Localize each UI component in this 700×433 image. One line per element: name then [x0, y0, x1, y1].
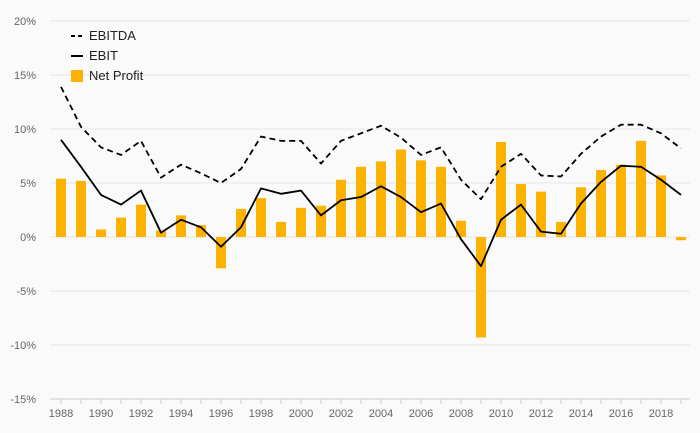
net-profit-bar	[676, 237, 686, 241]
net-profit-bar	[116, 217, 126, 237]
ebitda-line	[60, 86, 682, 201]
legend-label: EBITDA	[89, 28, 136, 43]
net-profit-bar	[516, 184, 526, 237]
net-profit-bar	[256, 198, 266, 237]
x-tick-label: 1990	[89, 408, 113, 420]
net-profit-bar	[216, 237, 226, 269]
net-profit-bar	[376, 161, 386, 237]
x-tick-label: 2014	[569, 408, 593, 420]
y-tick-label: -5%	[16, 286, 36, 298]
net-profit-bars	[56, 140, 686, 338]
y-tick-label: 10%	[14, 124, 36, 136]
net-profit-bar	[596, 170, 606, 237]
net-profit-bar	[316, 205, 326, 237]
net-profit-bar	[296, 207, 306, 237]
x-tick-label: 2006	[409, 408, 433, 420]
x-tick-label: 1994	[169, 408, 193, 420]
x-tick-label: 2016	[609, 408, 633, 420]
x-tick-label: 2012	[529, 408, 553, 420]
x-tick-label: 2000	[289, 408, 313, 420]
legend: EBITDA EBIT Net Profit	[71, 28, 144, 83]
y-tick-label: 20%	[14, 16, 36, 28]
legend-label: Net Profit	[89, 68, 144, 83]
net-profit-bar	[136, 204, 146, 237]
y-tick-label: -15%	[10, 394, 36, 406]
net-profit-bar	[416, 160, 426, 237]
line-series	[60, 86, 682, 268]
y-tick-label: 5%	[20, 178, 36, 190]
y-tick-label: 0%	[20, 232, 36, 244]
net-profit-bar	[636, 140, 646, 237]
x-tick-label: 1996	[209, 408, 233, 420]
y-axis-labels: -15% -10% -5% 0% 5% 10% 15% 20%	[10, 16, 36, 406]
x-tick-label: 1992	[129, 408, 153, 420]
x-axis: 1988 1990 1992 1994 1996 1998 2000 2002 2004 2006…	[49, 398, 690, 420]
legend-label: EBIT	[89, 48, 118, 63]
net-profit-bar	[476, 237, 486, 338]
net-profit-bar	[576, 187, 586, 237]
y-tick-label: -10%	[10, 340, 36, 352]
net-profit-bar	[436, 166, 446, 237]
net-profit-bar	[396, 149, 406, 237]
ebit-line	[60, 139, 682, 268]
x-tick-label: 2008	[449, 408, 473, 420]
net-profit-bar	[496, 141, 506, 237]
net-profit-bar	[276, 221, 286, 237]
net-profit-bar	[176, 215, 186, 237]
net-profit-bar	[236, 208, 246, 237]
net-profit-bar	[616, 164, 626, 237]
net-profit-bar	[76, 180, 86, 237]
net-profit-bar	[196, 225, 206, 237]
x-tick-label: 2004	[369, 408, 393, 420]
net-profit-bar	[156, 230, 166, 237]
net-profit-bar	[536, 191, 546, 237]
net-profit-bar	[656, 175, 666, 237]
net-profit-bar	[556, 221, 566, 237]
net-profit-bar	[456, 220, 466, 237]
legend-swatch-net-profit	[71, 70, 83, 82]
net-profit-bar	[96, 229, 106, 237]
x-tick-label: 2018	[649, 408, 673, 420]
y-tick-label: 15%	[14, 70, 36, 82]
net-profit-bar	[56, 178, 66, 237]
x-tick-label: 1998	[249, 408, 273, 420]
net-profit-bar	[336, 179, 346, 237]
net-profit-bar	[356, 166, 366, 237]
x-tick-label: 2002	[329, 408, 353, 420]
x-tick-label: 1988	[49, 408, 73, 420]
x-tick-label: 2010	[489, 408, 513, 420]
